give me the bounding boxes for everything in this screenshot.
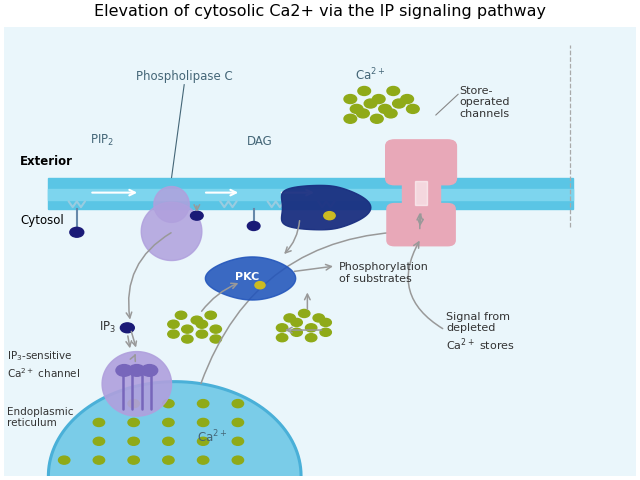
Circle shape bbox=[320, 328, 332, 336]
Circle shape bbox=[210, 335, 221, 343]
Text: Ca$^{2+}$: Ca$^{2+}$ bbox=[355, 67, 386, 84]
Circle shape bbox=[70, 228, 84, 237]
Bar bbox=[49, 178, 573, 209]
Circle shape bbox=[406, 105, 419, 113]
Circle shape bbox=[175, 311, 187, 319]
Circle shape bbox=[344, 114, 356, 123]
Circle shape bbox=[401, 95, 413, 104]
Circle shape bbox=[191, 211, 203, 220]
Circle shape bbox=[58, 456, 70, 464]
Circle shape bbox=[387, 86, 399, 96]
Circle shape bbox=[128, 456, 140, 464]
Text: Endoplasmic
reticulum: Endoplasmic reticulum bbox=[7, 407, 74, 428]
Circle shape bbox=[168, 320, 179, 328]
Circle shape bbox=[305, 324, 317, 332]
Circle shape bbox=[344, 95, 356, 104]
Polygon shape bbox=[141, 202, 202, 261]
Text: Cytosol: Cytosol bbox=[20, 214, 64, 227]
Circle shape bbox=[128, 399, 140, 408]
Circle shape bbox=[196, 320, 207, 328]
Circle shape bbox=[93, 456, 104, 464]
Text: Ca$^{2+}$: Ca$^{2+}$ bbox=[197, 429, 228, 445]
Circle shape bbox=[120, 323, 134, 333]
Text: Store-
operated
channels: Store- operated channels bbox=[459, 85, 509, 119]
Circle shape bbox=[313, 314, 324, 322]
Polygon shape bbox=[205, 257, 296, 300]
Circle shape bbox=[247, 221, 260, 230]
Text: PIP$_2$: PIP$_2$ bbox=[90, 133, 114, 148]
Circle shape bbox=[305, 334, 317, 342]
Circle shape bbox=[232, 437, 244, 445]
Circle shape bbox=[205, 311, 216, 319]
Circle shape bbox=[358, 86, 371, 96]
Circle shape bbox=[128, 437, 140, 445]
Circle shape bbox=[232, 456, 244, 464]
Circle shape bbox=[196, 330, 207, 338]
Circle shape bbox=[198, 437, 209, 445]
Bar bbox=[415, 181, 428, 205]
Circle shape bbox=[356, 109, 369, 118]
Text: Phospholipase C: Phospholipase C bbox=[136, 71, 232, 84]
Circle shape bbox=[284, 314, 296, 322]
Circle shape bbox=[371, 114, 383, 123]
Circle shape bbox=[298, 310, 310, 317]
Circle shape bbox=[163, 456, 174, 464]
Circle shape bbox=[232, 399, 244, 408]
Circle shape bbox=[350, 105, 363, 113]
Circle shape bbox=[163, 399, 174, 408]
Circle shape bbox=[372, 95, 385, 104]
Circle shape bbox=[198, 456, 209, 464]
Circle shape bbox=[93, 437, 104, 445]
Circle shape bbox=[255, 282, 265, 289]
Circle shape bbox=[385, 109, 397, 118]
Polygon shape bbox=[154, 187, 189, 222]
Circle shape bbox=[163, 437, 174, 445]
Text: DAG: DAG bbox=[247, 135, 273, 148]
Circle shape bbox=[182, 325, 193, 333]
Polygon shape bbox=[102, 351, 172, 416]
Title: Elevation of cytosolic Ca2+ via the IP signaling pathway: Elevation of cytosolic Ca2+ via the IP s… bbox=[94, 4, 546, 19]
Circle shape bbox=[198, 399, 209, 408]
Circle shape bbox=[379, 105, 392, 113]
Text: Exterior: Exterior bbox=[20, 156, 73, 168]
Circle shape bbox=[129, 365, 145, 376]
Polygon shape bbox=[49, 382, 301, 476]
Circle shape bbox=[168, 330, 179, 338]
Text: Phosphorylation
of substrates: Phosphorylation of substrates bbox=[339, 262, 429, 284]
Circle shape bbox=[182, 335, 193, 343]
Text: IP$_3$: IP$_3$ bbox=[99, 320, 116, 336]
Circle shape bbox=[320, 318, 332, 326]
Text: PKC: PKC bbox=[236, 272, 259, 282]
Circle shape bbox=[291, 318, 302, 326]
Circle shape bbox=[232, 419, 244, 427]
Circle shape bbox=[276, 324, 288, 332]
Polygon shape bbox=[282, 185, 371, 230]
Circle shape bbox=[276, 334, 288, 342]
Circle shape bbox=[393, 99, 405, 108]
Bar bbox=[402, 178, 440, 208]
Circle shape bbox=[141, 365, 157, 376]
Circle shape bbox=[116, 365, 132, 376]
Circle shape bbox=[364, 99, 377, 108]
Circle shape bbox=[210, 325, 221, 333]
Circle shape bbox=[198, 419, 209, 427]
FancyBboxPatch shape bbox=[386, 140, 456, 185]
Circle shape bbox=[128, 419, 140, 427]
Text: IP$_3$-sensitive
Ca$^{2+}$ channel: IP$_3$-sensitive Ca$^{2+}$ channel bbox=[7, 349, 81, 380]
Circle shape bbox=[191, 316, 202, 324]
Bar bbox=[49, 189, 573, 200]
Circle shape bbox=[324, 212, 335, 220]
Circle shape bbox=[163, 419, 174, 427]
Text: Signal from
depleted
Ca$^{2+}$ stores: Signal from depleted Ca$^{2+}$ stores bbox=[446, 312, 515, 353]
Circle shape bbox=[291, 328, 302, 336]
FancyBboxPatch shape bbox=[387, 204, 455, 246]
Circle shape bbox=[93, 419, 104, 427]
